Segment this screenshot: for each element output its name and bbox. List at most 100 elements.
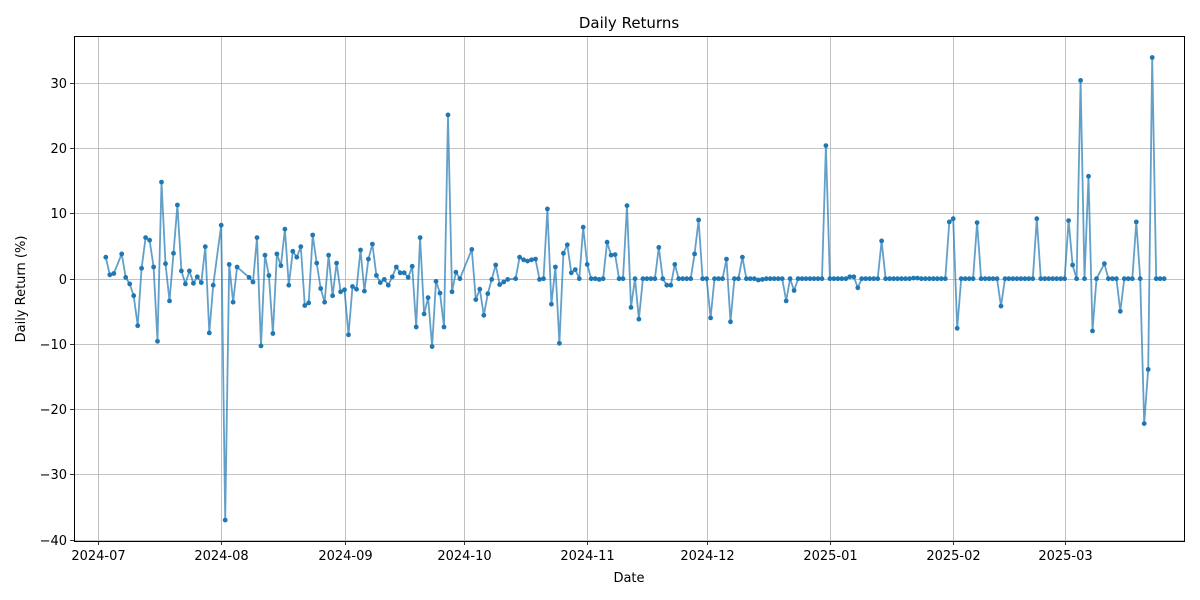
data-point <box>855 285 861 291</box>
data-point <box>437 290 443 296</box>
data-point <box>147 237 153 243</box>
data-point <box>1137 276 1143 282</box>
data-point <box>803 276 809 282</box>
data-point <box>899 276 904 282</box>
data-point <box>744 276 749 282</box>
data-point <box>230 299 236 305</box>
data-point <box>445 112 451 118</box>
data-point <box>576 276 582 282</box>
data-point <box>1102 261 1107 267</box>
data-point <box>1129 276 1135 282</box>
data-point <box>688 276 694 282</box>
data-point <box>1121 276 1127 282</box>
data-point <box>143 235 149 241</box>
data-point <box>187 268 192 274</box>
data-point <box>974 220 980 226</box>
data-point <box>1022 276 1028 282</box>
y-tick-label: −40 <box>40 534 67 549</box>
data-point <box>234 264 240 270</box>
data-point <box>226 262 232 267</box>
data-point <box>393 264 399 270</box>
data-point <box>775 276 781 282</box>
data-point <box>123 275 129 280</box>
data-point <box>310 232 316 238</box>
x-tick-label: 2024-09 <box>318 549 372 564</box>
y-tick-label: 30 <box>50 77 67 92</box>
data-point <box>557 340 562 346</box>
data-point <box>847 274 853 280</box>
data-point <box>839 276 845 282</box>
data-point <box>911 275 916 281</box>
data-point <box>1006 276 1012 282</box>
data-point <box>250 279 256 285</box>
data-point <box>469 247 475 252</box>
data-point <box>318 286 324 291</box>
data-point <box>1010 276 1016 282</box>
data-point <box>1106 276 1111 282</box>
data-point <box>811 276 817 282</box>
data-point <box>163 261 168 267</box>
data-point <box>728 319 733 325</box>
data-point <box>1002 276 1008 282</box>
data-point <box>374 273 379 278</box>
data-point <box>787 276 793 282</box>
data-point <box>998 303 1004 309</box>
data-point <box>254 235 260 241</box>
data-point <box>1161 276 1167 282</box>
data-point <box>346 332 351 338</box>
data-point <box>457 276 463 282</box>
data-point <box>433 278 439 284</box>
y-tick-label: 20 <box>50 142 67 157</box>
data-point <box>931 276 936 282</box>
data-point <box>485 291 491 297</box>
data-point <box>891 276 896 282</box>
data-point <box>903 276 908 282</box>
data-point <box>274 251 280 257</box>
y-tick-label: −10 <box>40 338 67 353</box>
data-point <box>620 276 626 282</box>
data-point <box>584 262 590 267</box>
data-point <box>529 257 534 263</box>
data-point <box>867 276 873 282</box>
data-point <box>644 276 650 282</box>
data-point <box>827 276 833 282</box>
x-tick-label: 2024-08 <box>194 549 248 564</box>
data-point <box>1090 328 1095 334</box>
data-point <box>179 268 184 274</box>
data-point <box>561 250 566 256</box>
data-point <box>541 276 546 282</box>
data-point <box>763 276 769 282</box>
data-point <box>397 270 403 276</box>
data-point <box>537 277 542 282</box>
data-point <box>747 276 753 282</box>
data-point <box>648 276 654 282</box>
data-point <box>1157 276 1163 282</box>
data-point <box>799 276 805 282</box>
data-point <box>258 343 264 349</box>
data-point <box>314 260 320 266</box>
data-point <box>966 276 972 282</box>
data-point <box>596 277 602 282</box>
data-point <box>990 276 996 282</box>
data-point <box>493 262 499 268</box>
data-point <box>107 272 113 278</box>
data-point <box>1018 276 1024 282</box>
data-point <box>1034 216 1040 222</box>
data-point <box>1078 78 1083 83</box>
data-point <box>1046 276 1052 282</box>
data-point <box>1042 276 1048 282</box>
data-point <box>513 276 518 282</box>
data-point <box>135 323 141 329</box>
data-point <box>640 276 646 282</box>
data-point <box>1086 173 1091 179</box>
data-point <box>927 276 932 282</box>
data-point <box>592 276 598 282</box>
data-point <box>568 270 574 276</box>
data-point <box>298 244 304 250</box>
data-point <box>600 276 606 282</box>
y-axis-label: Daily Return (%) <box>14 236 29 343</box>
data-point <box>716 276 721 282</box>
series-markers <box>103 55 1167 523</box>
data-point <box>119 251 125 257</box>
data-point <box>1066 218 1071 224</box>
